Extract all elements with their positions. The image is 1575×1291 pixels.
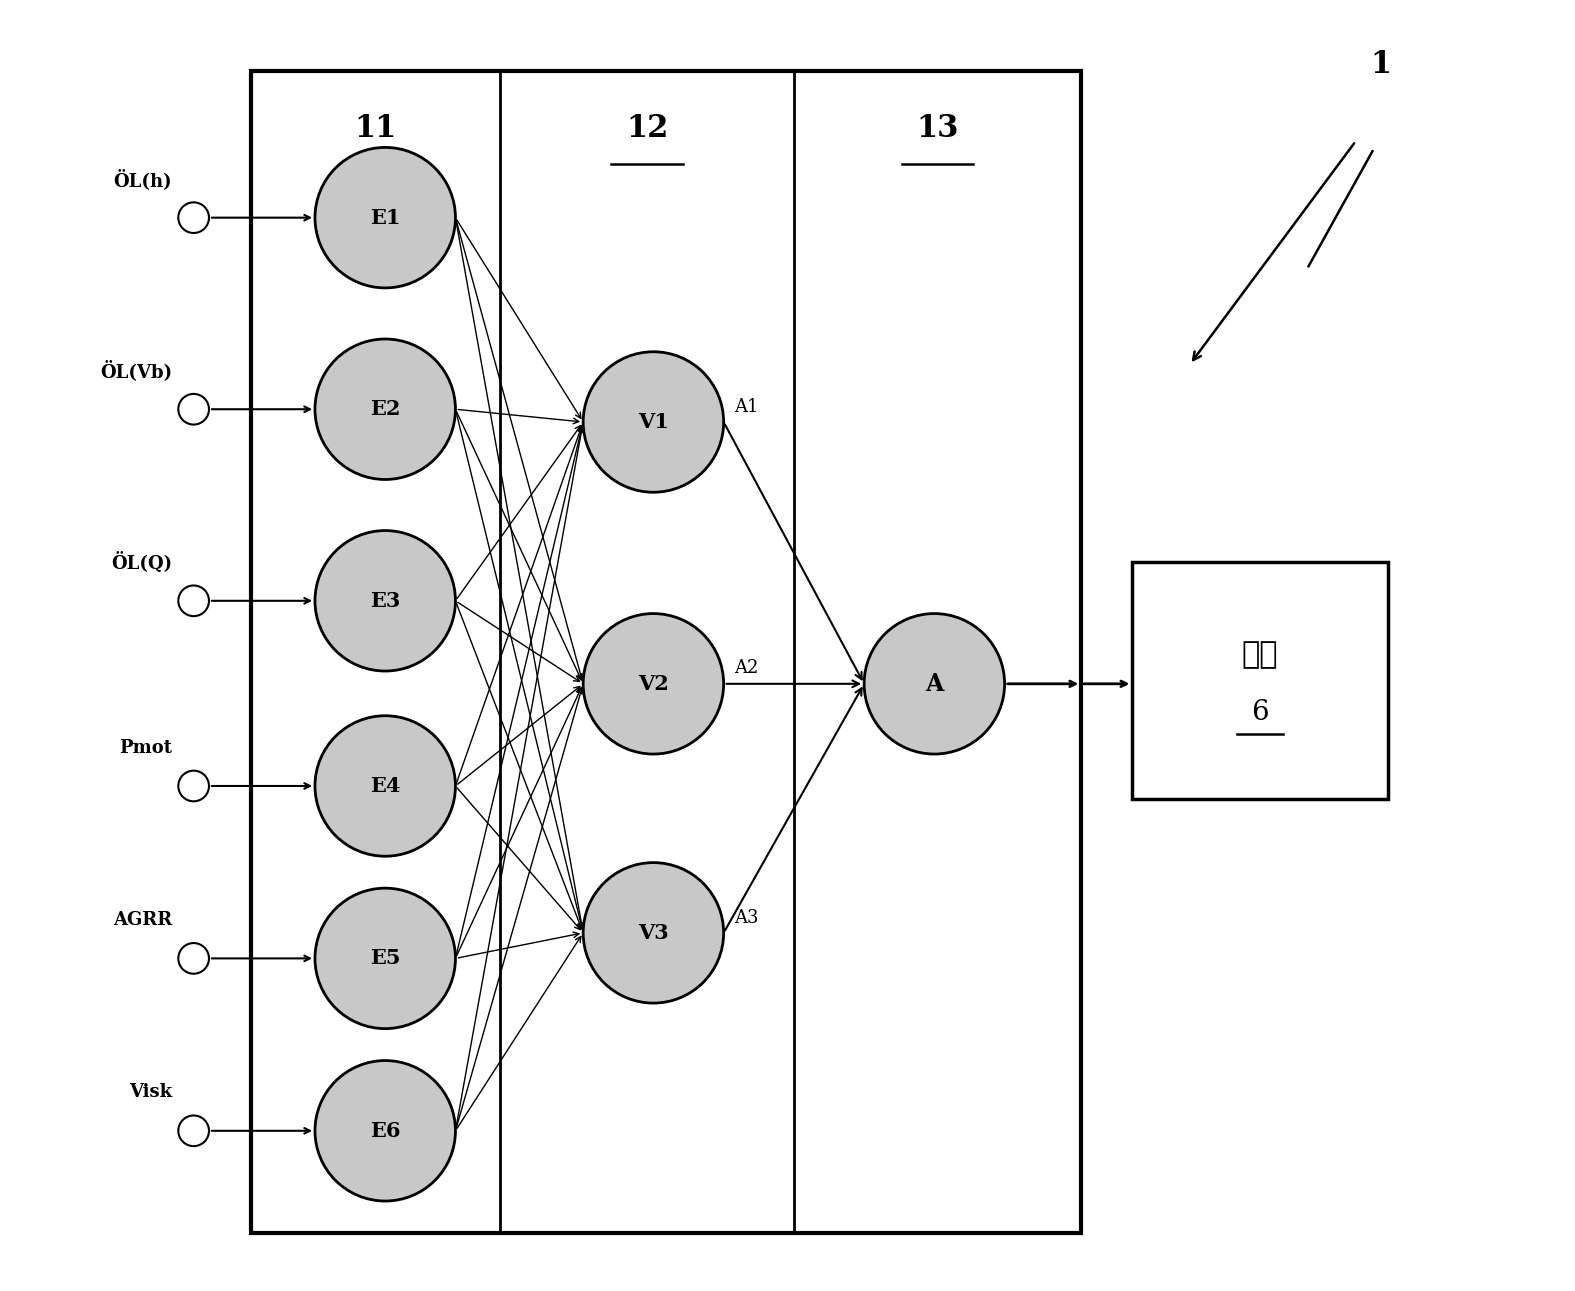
- Text: 13: 13: [917, 112, 959, 143]
- Circle shape: [315, 531, 455, 671]
- Text: E5: E5: [370, 949, 400, 968]
- Circle shape: [583, 351, 723, 492]
- Circle shape: [178, 1115, 209, 1146]
- Circle shape: [315, 888, 455, 1029]
- Text: A3: A3: [734, 909, 758, 927]
- Text: E1: E1: [370, 208, 400, 227]
- Text: 12: 12: [625, 112, 668, 143]
- Text: Visk: Visk: [129, 1083, 172, 1101]
- Circle shape: [315, 1061, 455, 1201]
- Text: A2: A2: [734, 660, 758, 678]
- Bar: [1132, 563, 1388, 799]
- Circle shape: [583, 862, 723, 1003]
- Text: E2: E2: [370, 399, 400, 420]
- Circle shape: [583, 613, 723, 754]
- Text: ÖL(Q): ÖL(Q): [110, 553, 172, 573]
- Circle shape: [865, 613, 1005, 754]
- Text: AGRR: AGRR: [113, 911, 172, 930]
- Text: 6: 6: [1251, 698, 1269, 726]
- Bar: [250, 71, 1080, 1233]
- Text: V2: V2: [638, 674, 669, 693]
- Text: ÖL(Vb): ÖL(Vb): [99, 360, 172, 381]
- Text: 11: 11: [354, 112, 397, 143]
- Circle shape: [315, 715, 455, 856]
- Circle shape: [178, 394, 209, 425]
- Circle shape: [178, 586, 209, 616]
- Text: A: A: [925, 671, 943, 696]
- Text: Pmot: Pmot: [120, 738, 172, 757]
- Circle shape: [178, 942, 209, 973]
- Text: 1: 1: [1370, 49, 1392, 80]
- Text: A1: A1: [734, 398, 758, 416]
- Text: E4: E4: [370, 776, 400, 797]
- Text: 氧化: 氧化: [1241, 640, 1279, 670]
- Text: V3: V3: [638, 923, 669, 942]
- Circle shape: [315, 147, 455, 288]
- Text: V1: V1: [638, 412, 669, 432]
- Circle shape: [178, 203, 209, 232]
- Text: E6: E6: [370, 1121, 400, 1141]
- Text: E3: E3: [370, 591, 400, 611]
- Circle shape: [315, 340, 455, 479]
- Text: ÖL(h): ÖL(h): [113, 169, 172, 190]
- Circle shape: [178, 771, 209, 802]
